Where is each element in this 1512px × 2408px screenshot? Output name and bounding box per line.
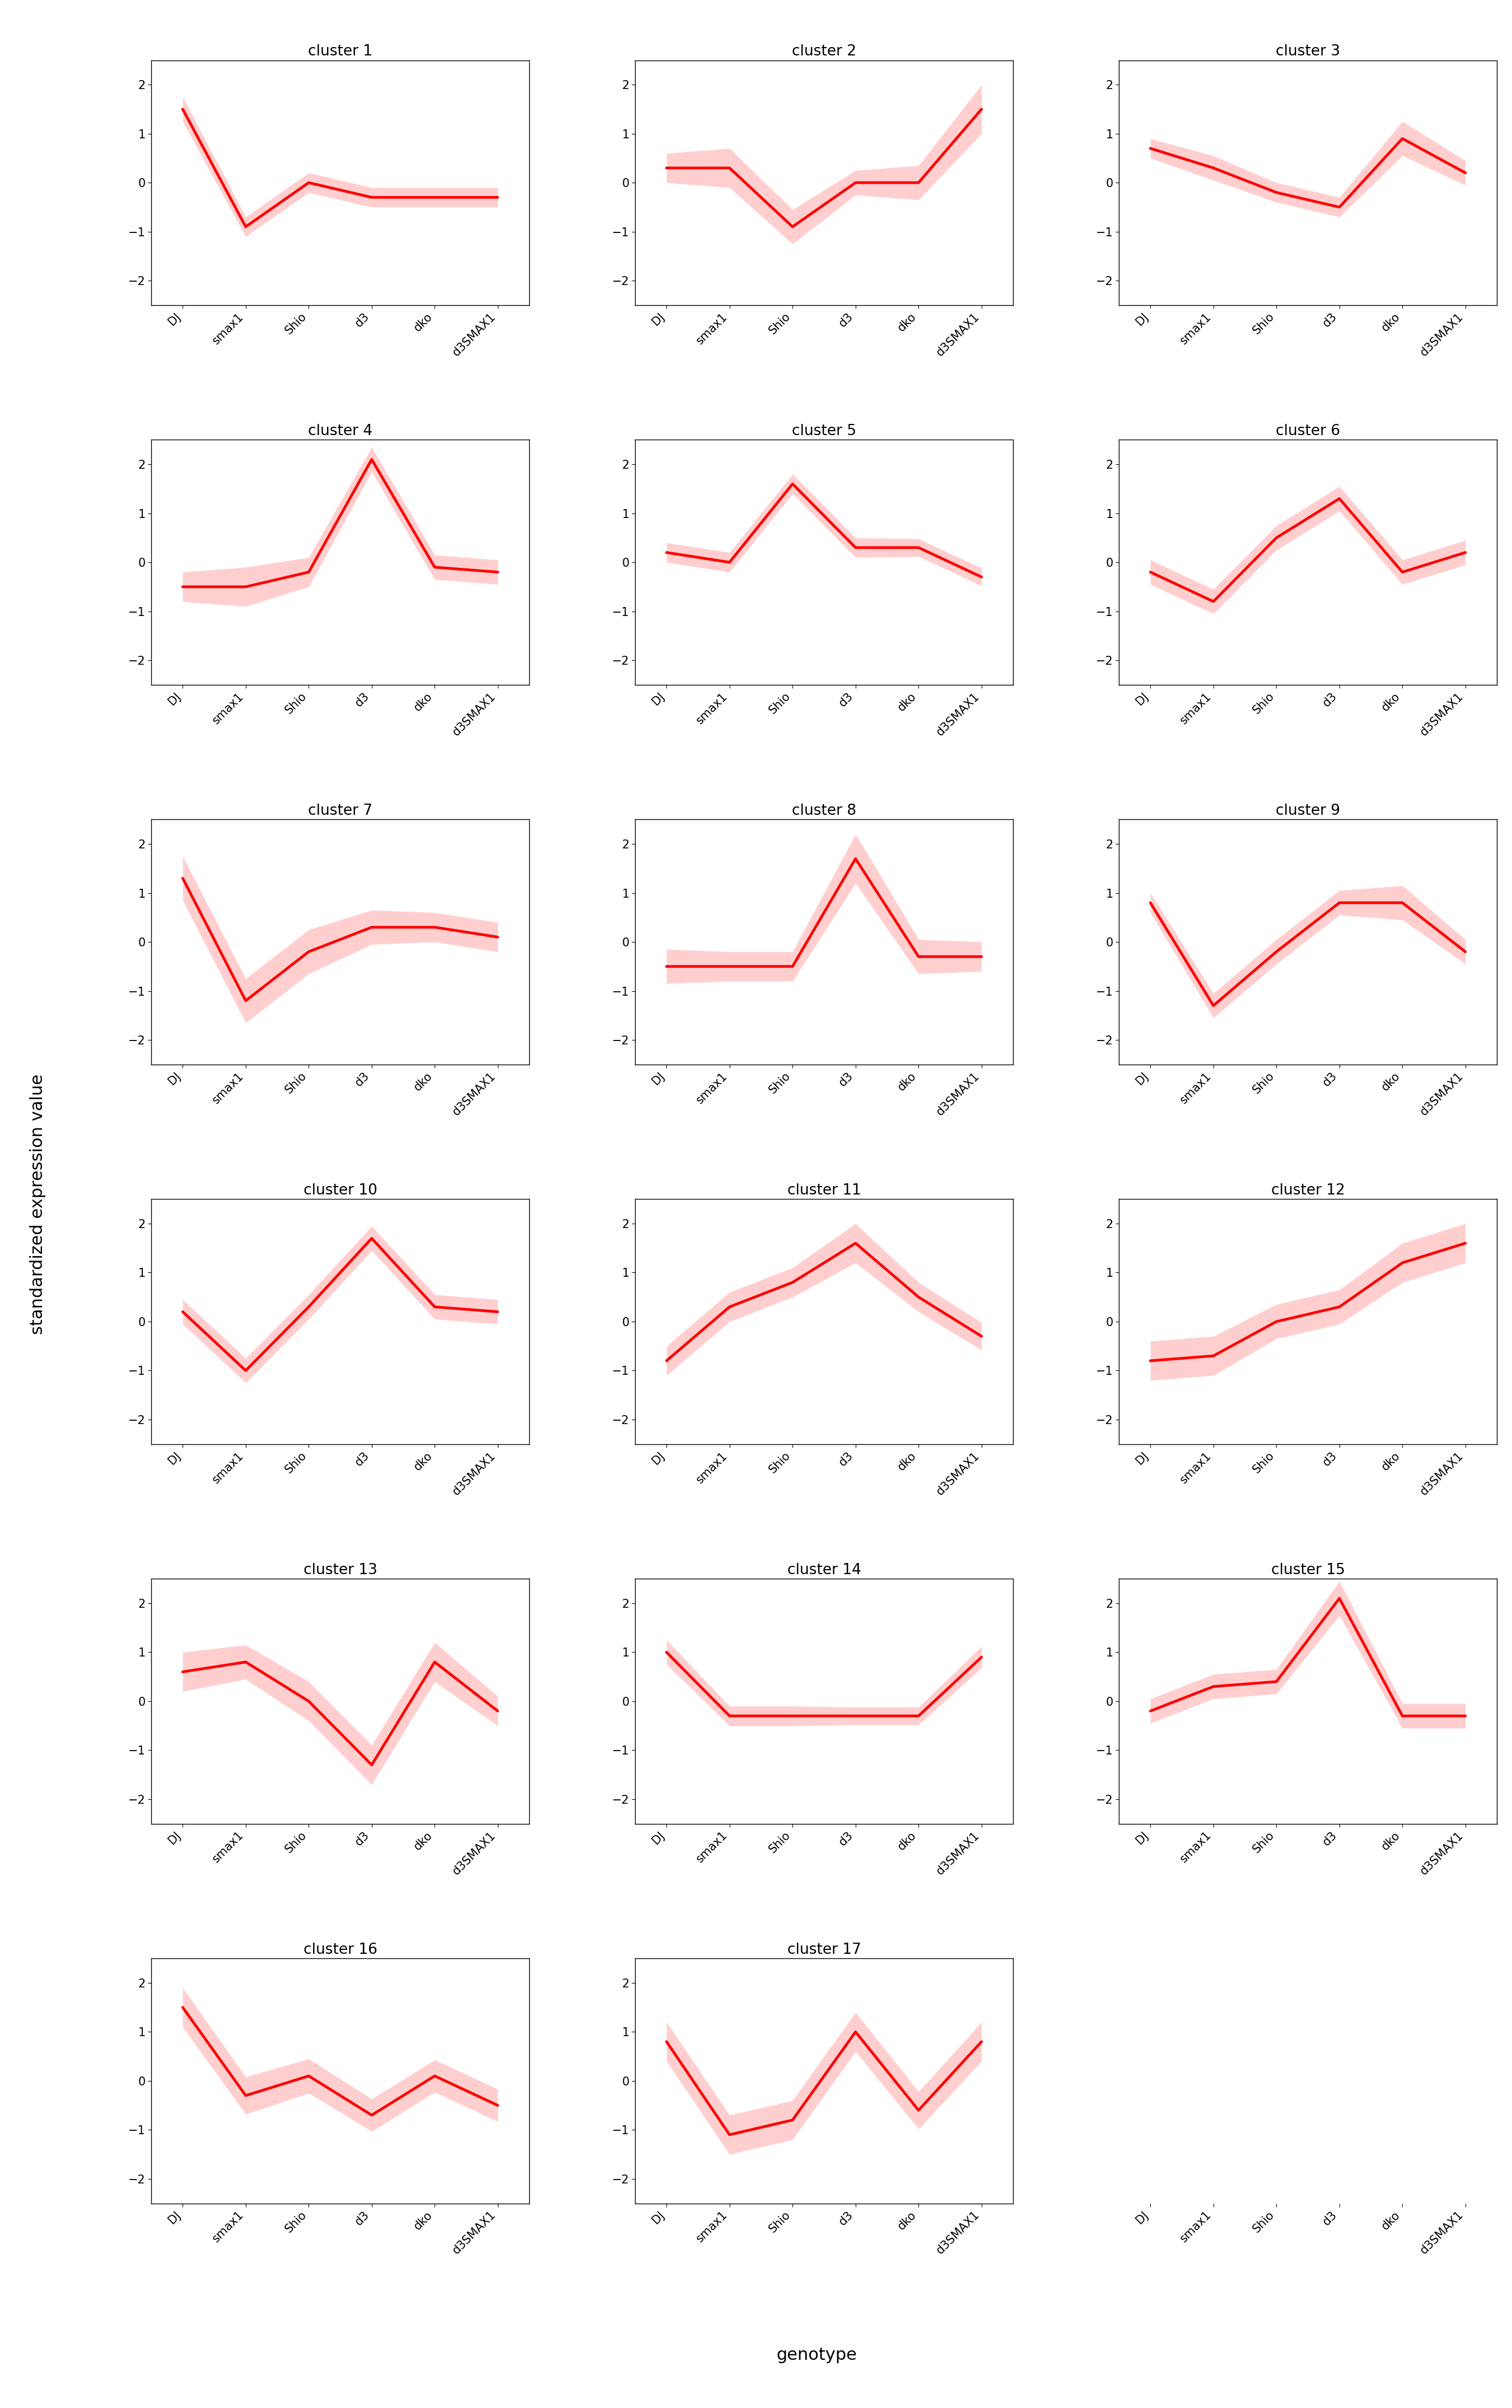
Title: cluster 9: cluster 9 — [1276, 804, 1340, 819]
Title: cluster 14: cluster 14 — [788, 1563, 860, 1577]
Title: cluster 12: cluster 12 — [1272, 1182, 1344, 1197]
Title: cluster 16: cluster 16 — [304, 1943, 376, 1958]
Title: cluster 10: cluster 10 — [304, 1182, 376, 1197]
Title: cluster 17: cluster 17 — [788, 1943, 860, 1958]
Title: cluster 7: cluster 7 — [308, 804, 372, 819]
Title: cluster 13: cluster 13 — [304, 1563, 376, 1577]
Title: cluster 2: cluster 2 — [792, 43, 856, 58]
Title: cluster 5: cluster 5 — [792, 424, 856, 438]
Title: cluster 4: cluster 4 — [308, 424, 372, 438]
Text: genotype: genotype — [776, 2348, 857, 2362]
Title: cluster 15: cluster 15 — [1272, 1563, 1344, 1577]
Text: standardized expression value: standardized expression value — [30, 1074, 45, 1334]
Title: cluster 3: cluster 3 — [1276, 43, 1340, 58]
Title: cluster 1: cluster 1 — [308, 43, 372, 58]
Title: cluster 6: cluster 6 — [1276, 424, 1340, 438]
Title: cluster 11: cluster 11 — [788, 1182, 860, 1197]
Title: cluster 8: cluster 8 — [792, 804, 856, 819]
